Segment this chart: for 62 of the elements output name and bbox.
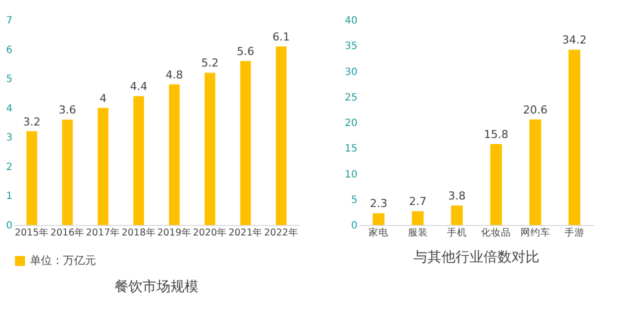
data-label: 4.4 — [130, 80, 148, 94]
text: 餐饮市场规模 — [114, 279, 198, 295]
x-tick-label: 网约车 — [520, 226, 550, 238]
data-label: 2.7 — [409, 195, 426, 208]
y-tick-label: 20 — [344, 118, 358, 129]
x-tick-label: 手游 — [564, 226, 584, 238]
y-tick-label: 15 — [344, 144, 358, 155]
data-label: 15.8 — [484, 128, 508, 142]
y-tick-label: 7 — [6, 16, 12, 26]
y-tick-label: 5 — [351, 194, 358, 206]
data-label: 2.3 — [370, 197, 388, 210]
y-tick-label: 0 — [351, 220, 358, 232]
y-tick-label: 5 — [6, 74, 12, 86]
bar — [98, 108, 108, 225]
y-tick-label: 1 — [6, 191, 12, 202]
bar — [276, 46, 287, 225]
x-tick-label: 2017年 — [86, 226, 120, 238]
bar — [204, 72, 216, 225]
bar — [26, 131, 38, 225]
x-tick-label: 2020年 — [192, 226, 228, 238]
y-tick-label: 10 — [344, 169, 358, 180]
data-label: 20.6 — [523, 103, 548, 116]
bar — [240, 61, 251, 225]
x-tick-label: 服装 — [408, 226, 428, 238]
legend-label: 单位：万亿元 — [30, 254, 96, 267]
y-tick-label: 25 — [344, 92, 358, 104]
data-label: 3.6 — [58, 104, 76, 117]
y-tick-label: 30 — [344, 66, 358, 78]
x-tick-label: 2022年 — [264, 226, 298, 238]
x-tick-label: 手机 — [446, 226, 467, 238]
data-label: 4.8 — [166, 68, 184, 82]
bar — [490, 144, 502, 225]
data-label: 4 — [100, 92, 107, 105]
y-tick-label: 40 — [344, 16, 358, 26]
y-tick-label: 0 — [6, 220, 12, 232]
bar — [168, 84, 180, 225]
bar — [133, 96, 144, 225]
y-tick-label: 4 — [6, 103, 12, 114]
bar — [451, 206, 463, 225]
data-label: 5.6 — [236, 45, 254, 58]
bar — [62, 120, 73, 225]
text: 与其他行业倍数对比 — [414, 250, 540, 266]
bar — [372, 213, 384, 225]
data-label: 5.2 — [201, 56, 219, 70]
y-tick-label: 35 — [344, 41, 358, 52]
y-tick-label: 6 — [6, 44, 12, 56]
x-tick-label: 2015年 — [14, 226, 49, 238]
y-tick-label: 2 — [6, 162, 12, 173]
x-tick-label: 家电 — [368, 226, 389, 238]
x-tick-label: 2016年 — [50, 226, 85, 238]
bar — [412, 211, 424, 225]
data-label: 3.8 — [448, 190, 466, 203]
data-label: 3.2 — [23, 115, 41, 128]
x-tick-label: 化妆品 — [481, 226, 512, 238]
bar — [568, 50, 580, 225]
data-label: 34.2 — [562, 34, 587, 47]
x-tick-label: 2019年 — [157, 226, 192, 238]
bar — [529, 119, 542, 225]
x-tick-label: 2018年 — [122, 226, 156, 238]
data-label: 6.1 — [272, 30, 290, 44]
y-tick-label: 3 — [6, 132, 12, 144]
x-tick-label: 2021年 — [228, 226, 263, 238]
